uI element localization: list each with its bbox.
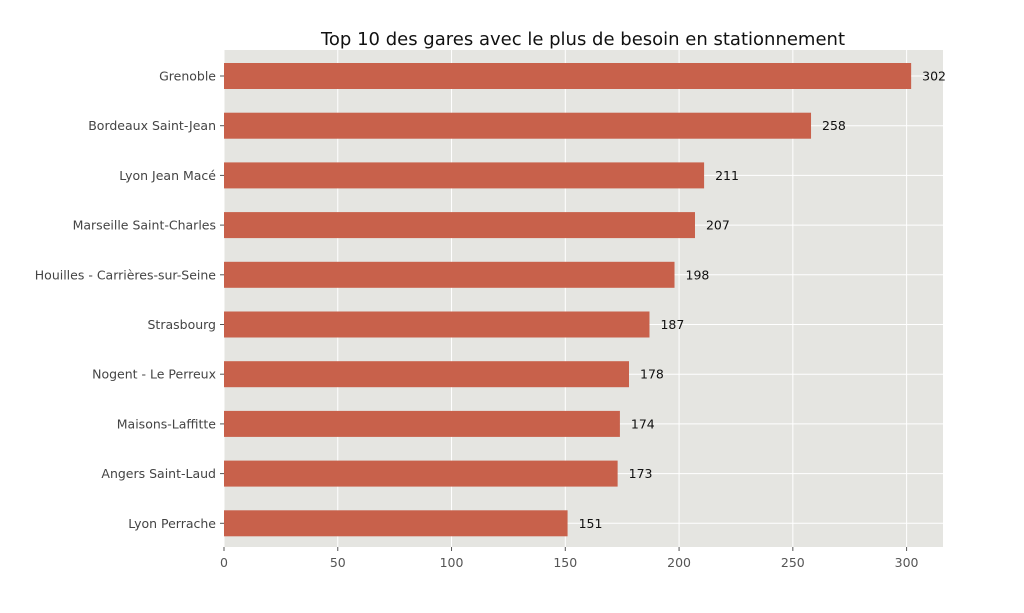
x-tick-label: 200 <box>667 555 691 570</box>
category-label: Maisons-Laffitte <box>117 416 217 431</box>
category-label: Lyon Jean Macé <box>119 168 216 183</box>
bar <box>224 162 705 189</box>
x-axis-ticks: 0 50 100 150 200 250 300 <box>220 547 919 570</box>
bar <box>224 112 812 139</box>
x-tick-label: 150 <box>553 555 577 570</box>
value-label: 151 <box>579 516 603 531</box>
value-label: 173 <box>629 466 653 481</box>
x-tick-label: 250 <box>781 555 805 570</box>
value-labels: 302 258 211 207 198 187 178 174 173 151 <box>579 69 946 531</box>
chart-title: Top 10 des gares avec le plus de besoin … <box>320 29 845 50</box>
value-label: 198 <box>686 267 710 282</box>
category-label: Strasbourg <box>147 317 216 332</box>
bar <box>224 63 912 89</box>
value-label: 207 <box>706 218 730 233</box>
category-labels: Grenoble Bordeaux Saint-Jean Lyon Jean Mac… <box>35 69 224 531</box>
category-label: Grenoble <box>159 69 216 84</box>
category-label: Nogent - Le Perreux <box>92 367 216 382</box>
bars <box>224 63 912 537</box>
value-label: 174 <box>631 416 655 431</box>
bar <box>224 261 675 288</box>
bar <box>224 311 650 338</box>
x-tick-label: 100 <box>440 555 464 570</box>
bar <box>224 460 618 487</box>
value-label: 211 <box>715 168 739 183</box>
bar <box>224 510 568 537</box>
bar <box>224 410 620 437</box>
category-label: Lyon Perrache <box>128 516 216 531</box>
category-label: Houilles - Carrières-sur-Seine <box>35 267 217 282</box>
category-label: Bordeaux Saint-Jean <box>88 118 216 133</box>
bar <box>224 361 630 388</box>
x-tick-label: 0 <box>220 555 228 570</box>
category-label: Marseille Saint-Charles <box>73 218 216 233</box>
x-tick-label: 50 <box>330 555 346 570</box>
bar <box>224 212 695 239</box>
x-tick-label: 300 <box>895 555 919 570</box>
value-label: 258 <box>822 118 846 133</box>
value-label: 178 <box>640 367 664 382</box>
value-label: 302 <box>922 69 946 84</box>
value-label: 187 <box>660 317 684 332</box>
category-label: Angers Saint-Laud <box>101 466 216 481</box>
